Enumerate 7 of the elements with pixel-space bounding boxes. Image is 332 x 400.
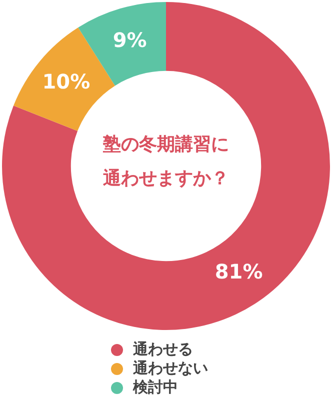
- data-label: 10%: [42, 70, 90, 94]
- text: 塾の冬期講習に通わせますか？: [102, 133, 230, 191]
- data-label: 81%: [214, 259, 263, 284]
- legend-label: 通わせない: [133, 359, 208, 378]
- legend-label: 通わせる: [133, 340, 193, 359]
- data-label: 9%: [112, 28, 147, 52]
- legend-label: 検討中: [133, 378, 178, 397]
